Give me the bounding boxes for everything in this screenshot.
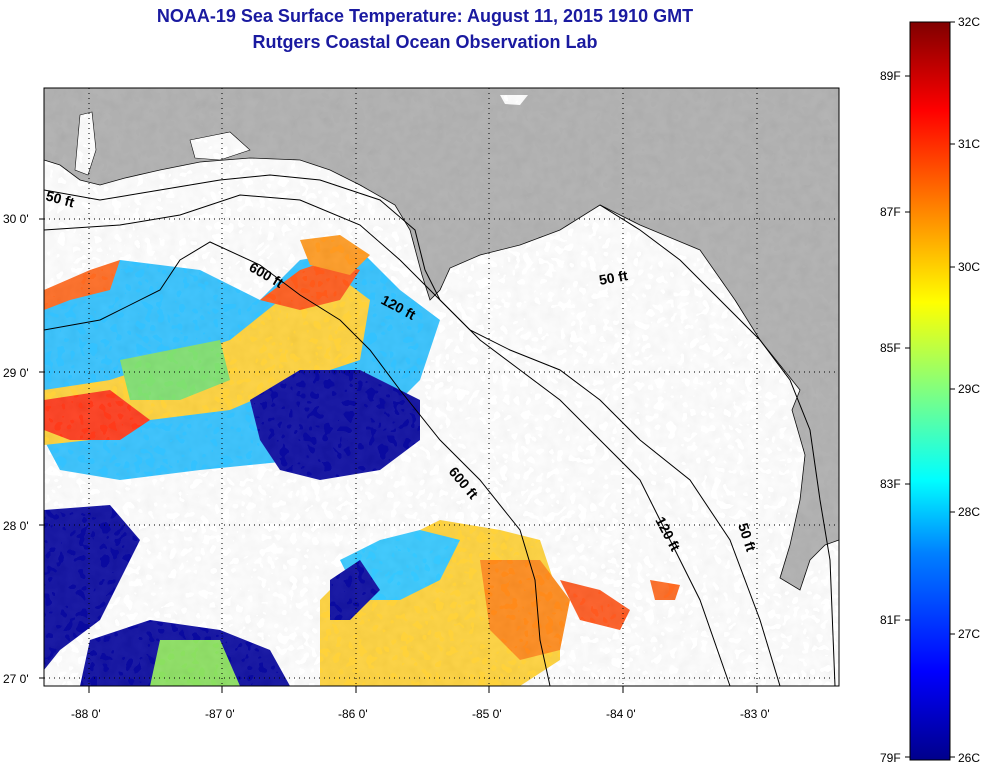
lon-label-86: -86 0' (338, 707, 368, 721)
colorbar (909, 21, 951, 761)
colorbar-c-32: 32C (958, 15, 980, 29)
colorbar-f-83: 83F (880, 477, 901, 491)
colorbar-f-89: 89F (880, 69, 901, 83)
axis-ticks (39, 218, 758, 693)
lon-label-83: -83 0' (740, 707, 770, 721)
lat-label-29: 29 0' (3, 366, 29, 380)
colorbar-c-27: 27C (958, 627, 980, 641)
lon-label-85: -85 0' (472, 707, 502, 721)
contour-label-50ft-west: 50 ft (44, 187, 76, 210)
colorbar-f-81: 81F (880, 613, 901, 627)
colorbar-c-30: 30C (958, 260, 980, 274)
map-subtitle: Rutgers Coastal Ocean Observation Lab (252, 32, 598, 52)
lon-label-87: -87 0' (205, 707, 235, 721)
colorbar-c-28: 28C (958, 505, 980, 519)
bathymetry-contours (44, 174, 836, 686)
colorbar-f-79: 79F (880, 751, 901, 765)
lat-label-28: 28 0' (3, 519, 29, 533)
colorbar-c-26: 26C (958, 751, 980, 765)
lon-label-84: -84 0' (606, 707, 636, 721)
lat-label-30: 30 0' (3, 212, 29, 226)
map-title: NOAA-19 Sea Surface Temperature: August … (156, 6, 694, 26)
map-frame (43, 87, 840, 687)
map-area (44, 88, 839, 686)
colorbar-c-29: 29C (958, 382, 980, 396)
colorbar-c-31: 31C (958, 137, 980, 151)
lon-label-88: -88 0' (71, 707, 101, 721)
colorbar-f-85: 85F (880, 341, 901, 355)
lat-label-27: 27 0' (3, 672, 29, 686)
contour-label-50ft-center: 50 ft (598, 267, 629, 288)
colorbar-f-87: 87F (880, 205, 901, 219)
